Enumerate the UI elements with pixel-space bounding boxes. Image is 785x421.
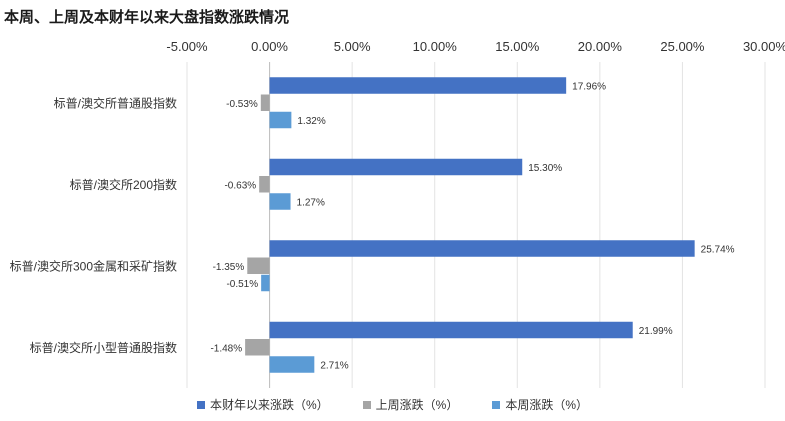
data-label: 1.27%	[297, 198, 325, 209]
category-label: 标普/澳交所300金属和采矿指数	[10, 258, 177, 273]
bar	[247, 257, 270, 274]
bars	[245, 77, 695, 373]
x-tick-label: 20.00%	[578, 39, 623, 54]
x-tick-label: 30.00%	[743, 39, 785, 54]
data-label: -0.51%	[226, 279, 258, 290]
legend-swatch-last-week	[362, 400, 371, 409]
bar	[269, 321, 633, 339]
bar	[269, 158, 523, 176]
data-labels: 17.96% -0.53% 1.32% 15.30% -0.63% 1.27% 25.74%…	[210, 82, 734, 372]
data-label: 21.99%	[639, 326, 673, 337]
category-label: 标普/澳交所普通股指数	[54, 95, 177, 110]
bar	[260, 94, 270, 111]
bar	[269, 356, 315, 373]
data-label: 2.71%	[320, 361, 348, 372]
category-label: 标普/澳交所小型普通股指数	[30, 340, 177, 355]
x-tick-label: 25.00%	[660, 39, 705, 54]
x-tick-label: 0.00%	[251, 39, 288, 54]
bar	[261, 274, 270, 292]
bar	[259, 176, 270, 193]
legend-item-ytd: 本财年以来涨跌（%）	[196, 396, 329, 413]
legend-swatch-ytd	[196, 400, 205, 409]
legend-label-last-week: 上周涨跌（%）	[375, 398, 459, 412]
x-axis-ticks: -5.00% 0.00% 5.00% 10.00% 15.00% 20.00% 25.00%…	[166, 39, 785, 54]
x-tick-label: 15.00%	[495, 39, 540, 54]
data-label: 25.74%	[701, 245, 735, 256]
bar	[269, 240, 695, 257]
legend-item-last-week: 上周涨跌（%）	[362, 396, 459, 413]
chart-title: 本周、上周及本财年以来大盘指数涨跌情况	[4, 9, 290, 26]
gridlines	[186, 62, 766, 388]
category-label: 标普/澳交所200指数	[70, 177, 177, 192]
x-tick-label: -5.00%	[166, 39, 208, 54]
data-label: 1.32%	[297, 116, 325, 127]
bar	[245, 339, 270, 356]
bar	[269, 111, 292, 129]
data-label: -1.48%	[210, 343, 242, 354]
legend-item-this-week: 本周涨跌（%）	[492, 396, 588, 413]
data-label: -0.63%	[224, 180, 256, 191]
bar	[269, 193, 291, 210]
category-labels: 标普/澳交所普通股指数标普/澳交所200指数标普/澳交所300金属和采矿指数标普…	[10, 95, 177, 355]
x-tick-label: 5.00%	[334, 39, 371, 54]
data-label: 17.96%	[572, 82, 606, 93]
data-label: -0.53%	[226, 99, 258, 110]
bar	[269, 77, 567, 94]
x-tick-label: 10.00%	[413, 39, 458, 54]
legend: 本财年以来涨跌（%） 上周涨跌（%） 本周涨跌（%）	[0, 396, 785, 413]
legend-label-ytd: 本财年以来涨跌（%）	[209, 398, 329, 412]
data-label: -1.35%	[213, 262, 245, 273]
legend-label-this-week: 本周涨跌（%）	[505, 398, 588, 412]
data-label: 15.30%	[528, 163, 562, 174]
legend-swatch-this-week	[492, 400, 501, 409]
